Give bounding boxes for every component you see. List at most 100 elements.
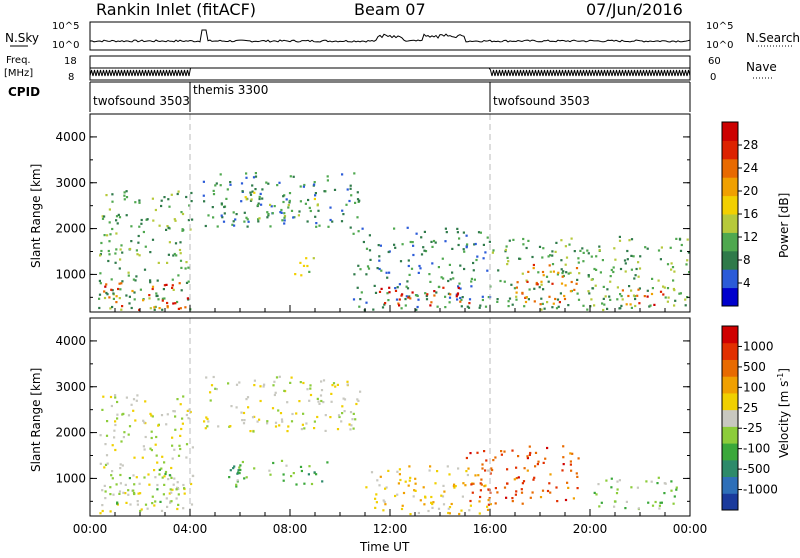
heatmap-cell	[562, 463, 565, 466]
heatmap-cell	[646, 247, 649, 250]
heatmap-cell	[217, 425, 220, 428]
heatmap-cell	[587, 252, 590, 255]
heatmap-cell	[290, 209, 294, 212]
heatmap-cell	[406, 287, 410, 290]
heatmap-cell	[484, 305, 488, 308]
heatmap-cell	[150, 436, 153, 440]
heatmap-cell	[156, 488, 159, 491]
heatmap-cell	[678, 238, 682, 241]
heatmap-cell	[121, 305, 124, 308]
heatmap-cell	[494, 456, 497, 459]
heatmap-cell	[478, 512, 481, 515]
heatmap-cell	[528, 453, 531, 456]
heatmap-cell	[171, 436, 174, 439]
heatmap-cell	[625, 500, 628, 503]
heatmap-cell	[313, 427, 316, 430]
heatmap-cell	[433, 290, 436, 293]
heatmap-cell	[483, 485, 486, 488]
heatmap-cell	[173, 218, 176, 221]
heatmap-cell	[356, 286, 359, 289]
heatmap-cell	[548, 295, 551, 298]
heatmap-cell	[122, 436, 125, 439]
heatmap-cell	[176, 507, 179, 511]
heatmap-cell	[531, 255, 534, 259]
heatmap-cell	[516, 281, 519, 284]
heatmap-cell	[515, 490, 518, 493]
heatmap-cell	[137, 492, 140, 495]
heatmap-cell	[356, 216, 359, 219]
heatmap-cell	[377, 244, 380, 247]
heatmap-cell	[254, 175, 258, 178]
heatmap-cell	[161, 455, 164, 458]
heatmap-cell	[618, 307, 621, 310]
heatmap-cell	[303, 482, 306, 485]
heatmap-cell	[188, 204, 191, 207]
heatmap-cell	[613, 505, 616, 508]
heatmap-cell	[525, 246, 528, 250]
heatmap-cell	[183, 492, 186, 495]
heatmap-cell	[346, 188, 349, 191]
heatmap-cell	[308, 465, 311, 468]
heatmap-cell	[142, 419, 145, 422]
heatmap-cell	[302, 264, 306, 267]
heatmap-cell	[562, 270, 565, 273]
heatmap-cell	[526, 280, 529, 283]
velocity-panel: 4000 3000 2000 1000 Slant Range [km] 1000 50…	[29, 317, 791, 517]
heatmap-cell	[190, 503, 194, 506]
heatmap-cell	[563, 297, 567, 301]
heatmap-cell	[396, 286, 399, 289]
x-tick-label: 00:00	[673, 522, 708, 536]
heatmap-cell	[408, 465, 411, 468]
heatmap-cell	[614, 258, 617, 261]
heatmap-cell	[127, 414, 131, 417]
heatmap-cell	[552, 270, 555, 273]
heatmap-cell	[128, 477, 131, 480]
heatmap-cell	[302, 381, 305, 385]
heatmap-cell	[401, 243, 404, 246]
heatmap-cell	[151, 502, 154, 505]
heatmap-cell	[342, 213, 345, 216]
heatmap-cell	[563, 294, 566, 298]
heatmap-cell	[315, 222, 318, 225]
heatmap-cell	[269, 203, 272, 206]
heatmap-cell	[399, 260, 403, 263]
heatmap-cell	[118, 267, 121, 270]
heatmap-cell	[239, 464, 242, 467]
colorbar-tick-label: 25	[743, 401, 758, 415]
heatmap-cell	[659, 501, 662, 504]
heatmap-cell	[586, 249, 589, 252]
heatmap-cell	[160, 467, 163, 470]
heatmap-cell	[448, 263, 451, 266]
heatmap-cell	[184, 306, 187, 309]
heatmap-cell	[108, 240, 111, 243]
heatmap-cell	[101, 408, 104, 411]
heatmap-cell	[103, 484, 106, 487]
colorbar-tick-label: 20	[743, 184, 758, 198]
heatmap-cell	[595, 268, 598, 271]
heatmap-cell	[314, 194, 317, 197]
heatmap-cell	[578, 272, 581, 275]
heatmap-cell	[161, 297, 164, 300]
heatmap-cell	[314, 192, 317, 195]
heatmap-cell	[468, 298, 472, 301]
heatmap-cell	[454, 485, 457, 488]
heatmap-cell	[99, 254, 102, 257]
heatmap-cell	[106, 234, 109, 237]
heatmap-cell	[664, 482, 667, 485]
heatmap-cell	[646, 295, 649, 298]
heatmap-cell	[104, 490, 107, 493]
heatmap-cell	[253, 384, 256, 387]
heatmap-cell	[497, 269, 500, 272]
heatmap-cell	[538, 286, 541, 289]
heatmap-cell	[317, 400, 320, 403]
heatmap-cell	[520, 491, 524, 494]
heatmap-cell	[634, 274, 637, 277]
heatmap-cell	[305, 422, 308, 425]
heatmap-cell	[378, 255, 381, 258]
heatmap-cell	[360, 291, 363, 294]
heatmap-cell	[321, 480, 324, 483]
heatmap-cell	[400, 307, 403, 310]
heatmap-cell	[171, 488, 174, 491]
heatmap-cell	[246, 218, 249, 221]
heatmap-cell	[546, 489, 550, 493]
